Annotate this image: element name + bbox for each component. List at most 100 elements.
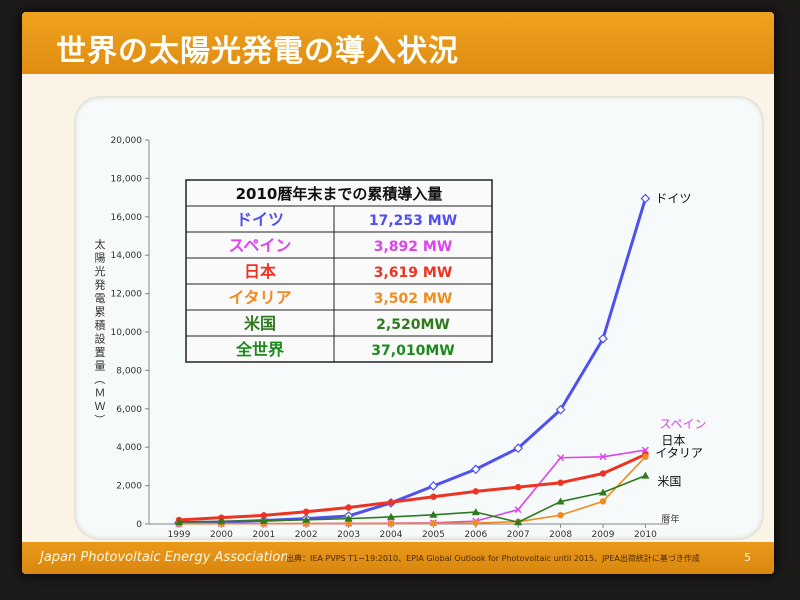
title-bar: 世界の太陽光発電の導入状況 (22, 12, 774, 74)
data-point (557, 511, 564, 519)
y-tick-label: 8,000 (116, 366, 142, 376)
summary-table (185, 179, 493, 363)
data-point (513, 443, 524, 454)
data-point (598, 333, 608, 344)
x-tick-label: 2009 (592, 530, 615, 540)
data-point (599, 498, 607, 505)
data-point (641, 471, 650, 479)
table-value: 17,253 MW (369, 213, 457, 229)
y-axis-label-char: 電 (95, 292, 106, 305)
series-end-label: 米国 (657, 475, 681, 489)
data-point (515, 483, 522, 491)
series-end-label: スペイン (659, 417, 706, 431)
y-axis-label-char: 発 (95, 278, 106, 292)
y-axis-label-char: （ (93, 374, 106, 385)
data-point (599, 470, 607, 477)
y-axis-label-char: Ｗ (95, 400, 106, 413)
table-value: 3,892 MW (374, 239, 453, 255)
data-point (387, 512, 395, 520)
series-end-label: イタリア (655, 446, 703, 460)
y-axis-label-char: 量 (95, 360, 106, 373)
x-tick-label: 2006 (464, 530, 487, 540)
data-point (302, 515, 311, 523)
y-tick-label: 2,000 (116, 482, 142, 492)
data-point (514, 506, 522, 514)
data-point (556, 497, 565, 505)
x-tick-label: 2005 (422, 530, 445, 540)
data-point (472, 488, 479, 495)
data-point (430, 493, 437, 500)
data-point (428, 481, 439, 491)
y-axis-label-char: 累 (95, 306, 106, 319)
x-tick-label: 2008 (549, 530, 572, 540)
x-tick-label: 2010 (634, 530, 657, 540)
series-line (178, 474, 646, 524)
table-value: 37,010MW (371, 343, 454, 359)
data-point (470, 464, 481, 475)
table-value: 3,619 MW (374, 265, 453, 281)
table-value: 2,520MW (376, 317, 450, 333)
data-point (387, 499, 395, 506)
y-tick-label: 18,000 (111, 174, 143, 184)
table-country: スペイン (229, 236, 292, 255)
table-value: 3,502 MW (374, 291, 453, 307)
x-tick-label: 2001 (252, 530, 275, 540)
y-axis-label-char: 光 (95, 264, 106, 278)
y-tick-label: 10,000 (111, 328, 143, 338)
y-axis-label-char: 置 (95, 346, 106, 359)
y-axis-label-char: ） (93, 414, 106, 425)
data-point (429, 510, 438, 518)
x-tick-label: 2002 (295, 530, 318, 540)
table-title: 2010暦年末までの累積導入量 (236, 185, 443, 203)
data-point (344, 514, 353, 522)
table-country: イタリア (228, 288, 291, 307)
slide-title: 世界の太陽光発電の導入状況 (56, 34, 459, 69)
data-point (514, 518, 523, 526)
x-axis-label: 暦年 (661, 513, 679, 525)
data-point (599, 453, 607, 461)
page-number: 5 (744, 551, 751, 564)
series-line (178, 456, 646, 525)
y-tick-label: 4,000 (116, 443, 142, 453)
y-axis-label-char: 設 (95, 332, 106, 346)
line-chart: 0 2,000 4,000 6,000 8,000 10,000 12,000 14,000 1… (93, 136, 707, 540)
table-country: 全世界 (235, 340, 284, 359)
data-point (345, 520, 352, 527)
x-tick-label: 2004 (380, 530, 403, 540)
data-point (387, 520, 395, 527)
table-country: 米国 (244, 314, 276, 333)
y-tick-label: 0 (136, 520, 142, 530)
data-point (472, 519, 479, 527)
footer-bar: Japan Photovoltaic Energy Association 出典… (22, 542, 774, 574)
slide: 世界の太陽光発電の導入状況 0 2,000 4,000 6,000 8,000 10,00… (22, 12, 774, 574)
data-point (217, 517, 226, 525)
y-axis-label-char: 積 (95, 318, 106, 332)
series-line (178, 449, 646, 525)
data-point (642, 453, 649, 460)
y-tick-label: 16,000 (111, 213, 143, 223)
series-end-label: 日本 (661, 433, 685, 447)
series-line (178, 453, 647, 522)
y-axis-label-char: 太 (95, 238, 106, 251)
data-point (557, 454, 565, 462)
x-tick-label: 1999 (168, 530, 191, 540)
data-point (555, 404, 566, 415)
x-tick-label: 2000 (210, 530, 233, 540)
x-tick-label: 2007 (507, 530, 530, 540)
series-end-label: ドイツ (655, 192, 691, 206)
y-tick-label: 20,000 (111, 136, 143, 146)
data-point (471, 508, 480, 516)
data-point (430, 520, 437, 527)
table-country: 日本 (244, 262, 276, 281)
data-point (303, 508, 310, 515)
data-point (640, 193, 651, 204)
x-tick-label: 2003 (337, 530, 360, 540)
footer-brand: Japan Photovoltaic Energy Association (40, 550, 289, 565)
y-tick-label: 6,000 (116, 405, 142, 415)
y-tick-label: 14,000 (111, 251, 143, 261)
data-point (175, 518, 183, 526)
y-tick-label: 12,000 (111, 290, 143, 300)
data-point (259, 516, 268, 524)
footer-source: 出典：IEA PVPS T1−19:2010、EPIA Global Outlo… (286, 554, 700, 563)
data-point (599, 488, 607, 496)
